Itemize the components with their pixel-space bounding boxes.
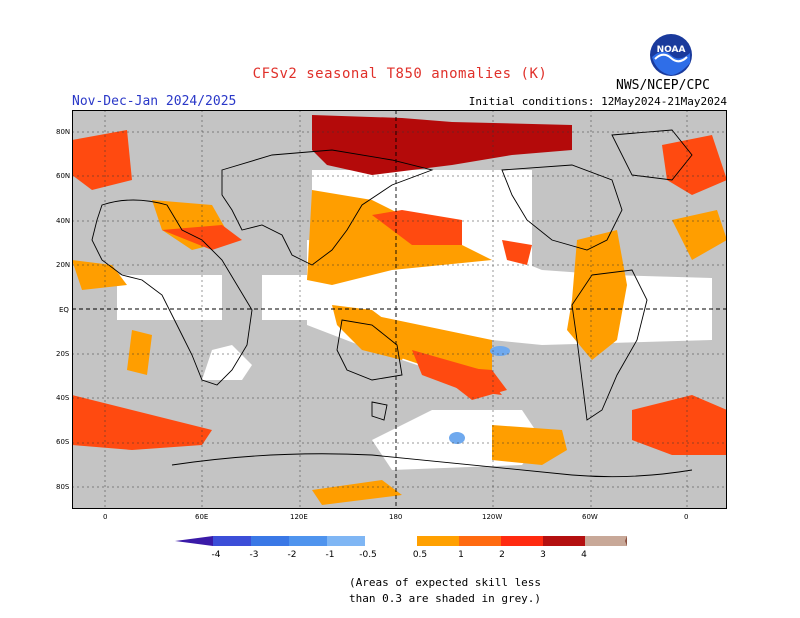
noaa-logo: NOAA xyxy=(650,34,692,76)
lon-label-60e: 60E xyxy=(195,513,209,521)
lat-label-80n: 80N xyxy=(56,128,71,136)
skill-note-line1: (Areas of expected skill less xyxy=(349,576,542,589)
logo-text: NOAA xyxy=(657,45,686,55)
legend-swatch xyxy=(251,536,289,546)
coastlines xyxy=(91,129,693,478)
legend-arrow-left xyxy=(175,536,213,546)
legend-swatch xyxy=(213,536,251,546)
legend-swatch xyxy=(365,536,417,546)
cool-regions xyxy=(449,346,510,444)
map-frame xyxy=(72,110,727,509)
legend-label: 0.5 xyxy=(413,550,427,560)
legend-swatch xyxy=(327,536,365,546)
lon-label-120e: 120E xyxy=(290,513,308,521)
forecast-period: Nov-Dec-Jan 2024/2025 xyxy=(72,94,237,109)
lat-label-20n: 20N xyxy=(56,261,71,269)
warm-red-regions xyxy=(72,130,727,455)
legend-swatch xyxy=(501,536,543,546)
legend-label: -0.5 xyxy=(359,550,377,560)
grid-lines xyxy=(72,110,727,509)
lon-label-0: 0 xyxy=(103,513,108,521)
lon-label-120w: 120W xyxy=(482,513,503,521)
legend-label: -2 xyxy=(288,550,297,560)
legend-label: -3 xyxy=(250,550,259,560)
lat-label-20s: 20S xyxy=(56,350,70,358)
agency-label: NWS/NCEP/CPC xyxy=(616,78,710,93)
map-title: CFSv2 seasonal T850 anomalies (K) xyxy=(252,66,548,82)
skill-note-line2: than 0.3 are shaded in grey.) xyxy=(349,592,542,605)
legend-label: -4 xyxy=(212,550,221,560)
lat-label-40n: 40N xyxy=(56,217,71,225)
color-legend: -4 -3 -2 -1 -0.5 0.5 1 2 3 4 xyxy=(175,536,627,560)
legend-arrow-right xyxy=(625,536,627,546)
lon-label-180: 180 xyxy=(389,513,403,521)
lat-label-60n: 60N xyxy=(56,172,71,180)
lat-label-40s: 40S xyxy=(56,394,70,402)
warm-orange-regions xyxy=(72,190,727,505)
lon-label-60w: 60W xyxy=(582,513,598,521)
strong-warm-regions xyxy=(312,115,572,175)
legend-label: 4 xyxy=(581,550,587,560)
legend-swatch xyxy=(417,536,459,546)
legend-label: 1 xyxy=(458,550,464,560)
legend-label: -1 xyxy=(326,550,335,560)
lat-label-eq: EQ xyxy=(59,306,69,314)
legend-swatch xyxy=(543,536,585,546)
anomaly-map xyxy=(72,110,727,509)
legend-swatch xyxy=(289,536,327,546)
legend-swatch xyxy=(585,536,627,546)
legend-label: 2 xyxy=(499,550,505,560)
lat-label-60s: 60S xyxy=(56,438,70,446)
lat-label-80s: 80S xyxy=(56,483,70,491)
initial-conditions: Initial conditions: 12May2024-21May2024 xyxy=(468,95,727,108)
legend-label: 3 xyxy=(540,550,546,560)
legend-swatch xyxy=(459,536,501,546)
lon-label-0-right: 0 xyxy=(684,513,689,521)
